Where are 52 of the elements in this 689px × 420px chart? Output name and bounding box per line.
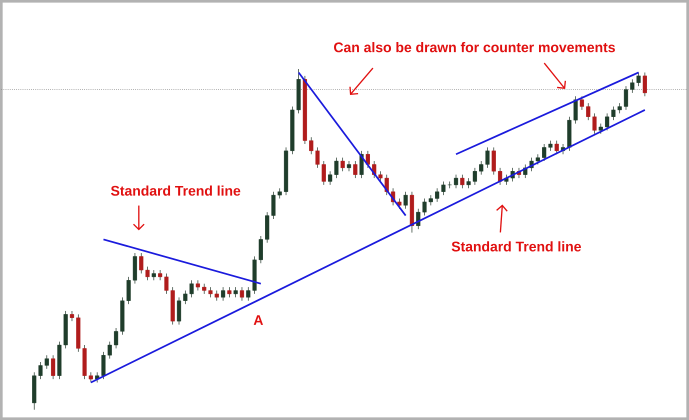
- candlestick: [479, 160, 484, 175]
- candlestick: [322, 160, 326, 186]
- candlestick: [586, 102, 590, 120]
- candlestick: [38, 362, 43, 380]
- candlestick: [428, 194, 433, 206]
- candlestick: [353, 160, 358, 178]
- candlestick: [152, 270, 156, 281]
- candlestick: [208, 286, 213, 298]
- candlestick: [636, 72, 641, 86]
- candlestick: [485, 147, 490, 168]
- candlestick: [70, 310, 74, 322]
- candlestick: [145, 266, 150, 281]
- candlestick: [309, 136, 314, 155]
- candlestick: [554, 140, 559, 155]
- candlestick: [196, 280, 200, 291]
- candlestick: [346, 160, 352, 172]
- annotation: Standard Trend line: [452, 241, 581, 252]
- candlestick: [183, 290, 188, 304]
- candlestick: [422, 198, 427, 216]
- candlestick: [51, 354, 56, 380]
- candlestick: [630, 78, 634, 94]
- candlestick: [202, 283, 206, 294]
- candlestick: [404, 191, 408, 210]
- candlestick: [574, 96, 578, 124]
- candlestick: [359, 150, 364, 178]
- candlestick: [190, 280, 194, 298]
- candlestick: [340, 157, 345, 172]
- candlestick: [618, 102, 622, 114]
- candlestick: [139, 252, 144, 274]
- candlestick: [234, 286, 238, 298]
- candlestick: [220, 286, 226, 302]
- candlestick: [44, 354, 49, 370]
- candlestick: [176, 296, 182, 325]
- candlestick: [580, 96, 584, 110]
- annotation: Standard Trend line: [110, 185, 240, 196]
- candlestick: [378, 170, 383, 182]
- candlestick: [454, 174, 458, 189]
- candlestick: [592, 112, 597, 134]
- candlestick: [642, 72, 647, 97]
- annotation: A: [254, 315, 264, 325]
- candlestick: [624, 86, 628, 110]
- candlestick: [492, 147, 496, 175]
- candlestick: [214, 290, 219, 302]
- candlestick: [315, 147, 320, 168]
- candlestick: [498, 168, 502, 186]
- candlestick: [460, 174, 464, 189]
- candlestick: [108, 341, 112, 359]
- text: Can also be drawn for counter movements: [334, 42, 615, 52]
- candlestick: [278, 188, 282, 199]
- candlestick: [227, 286, 232, 298]
- candlestick: [246, 286, 250, 302]
- candlestick: [240, 286, 244, 302]
